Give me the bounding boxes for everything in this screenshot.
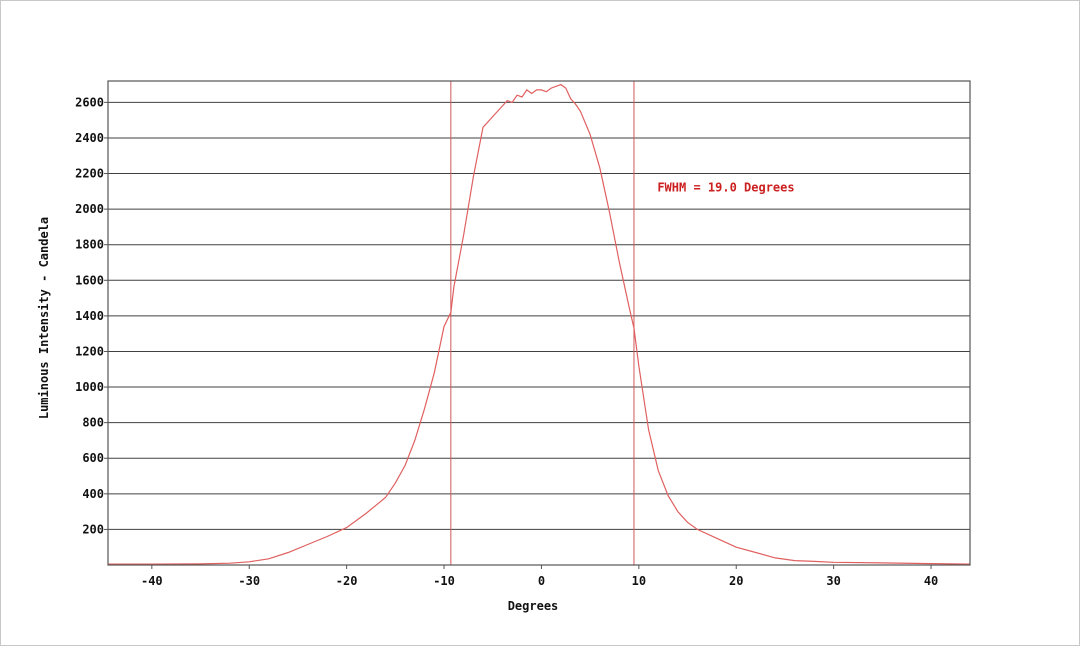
x-tick-label: 40 (924, 574, 938, 588)
x-axis-title: Degrees (508, 599, 559, 613)
y-tick-label: 600 (82, 451, 104, 465)
y-tick-label: 2600 (75, 95, 104, 109)
x-tick-label: 0 (538, 574, 545, 588)
y-tick-label: 1800 (75, 238, 104, 252)
y-tick-label: 1000 (75, 380, 104, 394)
intensity-curve (108, 83, 971, 565)
fwhm-annotation: FWHM = 19.0 Degrees (657, 180, 794, 194)
x-tick-label: 30 (826, 574, 840, 588)
y-tick-label: 2200 (75, 167, 104, 181)
y-axis-ticks: 200 400 600 800 1000 1200 1400 1600 1800 2000 2200… (75, 95, 108, 536)
y-tick-label: 200 (82, 522, 104, 536)
y-tick-label: 2400 (75, 131, 104, 145)
x-tick-label: 10 (632, 574, 646, 588)
x-tick-label: -10 (433, 574, 455, 588)
x-tick-label: -20 (336, 574, 358, 588)
y-tick-label: 800 (82, 416, 104, 430)
plot-frame (107, 80, 971, 566)
y-tick-label: 400 (82, 487, 104, 501)
fwhm-markers (450, 81, 635, 565)
grid (108, 101, 970, 530)
plot-area (108, 81, 970, 565)
y-tick-label: 1400 (75, 309, 104, 323)
x-tick-label: 20 (729, 574, 743, 588)
x-axis-ticks: -40 -30 -20 -10 0 10 20 30 40 (141, 565, 938, 588)
y-tick-label: 1600 (75, 273, 104, 287)
y-tick-label: 1200 (75, 344, 104, 358)
y-tick-label: 2000 (75, 202, 104, 216)
x-tick-label: -40 (141, 574, 163, 588)
x-tick-label: -30 (238, 574, 260, 588)
y-axis-title: Luminous Intensity - Candela (37, 217, 51, 419)
